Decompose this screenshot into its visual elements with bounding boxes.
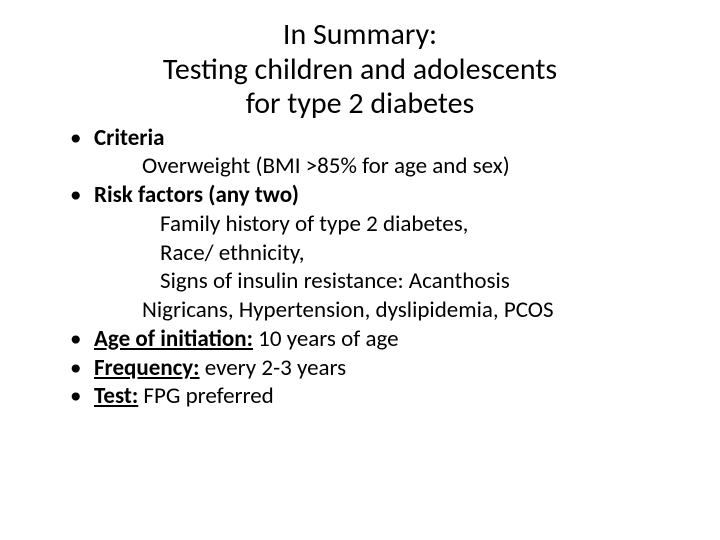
bullet-risk-factors: Risk factors (any two) Family history of… xyxy=(70,181,670,325)
age-label: Age of initiation: xyxy=(94,325,253,353)
slide: In Summary: Testing children and adolesc… xyxy=(0,0,720,540)
risk-sub-3: Signs of insulin resistance: Acanthosis xyxy=(160,267,670,296)
freq-rest: every 2-3 years xyxy=(200,354,347,382)
risk-label: Risk factors (any two) xyxy=(94,181,299,209)
bullet-test: Test: FPG preferred xyxy=(70,382,670,411)
bullet-criteria: Criteria Overweight (BMI >85% for age an… xyxy=(70,124,670,182)
risk-sub-2: Race/ ethnicity, xyxy=(160,239,670,268)
bullet-frequency: Frequency: every 2-3 years xyxy=(70,354,670,383)
slide-title: In Summary: Testing children and adolesc… xyxy=(50,18,670,122)
test-rest: FPG preferred xyxy=(138,382,274,410)
title-line-3: for type 2 diabetes xyxy=(50,87,670,122)
freq-label: Frequency: xyxy=(94,354,200,382)
bullet-list: Criteria Overweight (BMI >85% for age an… xyxy=(50,124,670,412)
risk-sub-1: Family history of type 2 diabetes, xyxy=(160,210,670,239)
title-line-2: Testing children and adolescents xyxy=(50,53,670,88)
risk-sub-3b: Nigricans, Hypertension, dyslipidemia, P… xyxy=(142,296,670,325)
criteria-sub-1: Overweight (BMI >85% for age and sex) xyxy=(142,152,670,181)
title-line-1: In Summary: xyxy=(50,18,670,53)
age-rest: 10 years of age xyxy=(253,325,399,353)
test-label: Test: xyxy=(94,382,138,410)
bullet-age: Age of initiation: 10 years of age xyxy=(70,325,670,354)
criteria-label: Criteria xyxy=(94,124,164,152)
